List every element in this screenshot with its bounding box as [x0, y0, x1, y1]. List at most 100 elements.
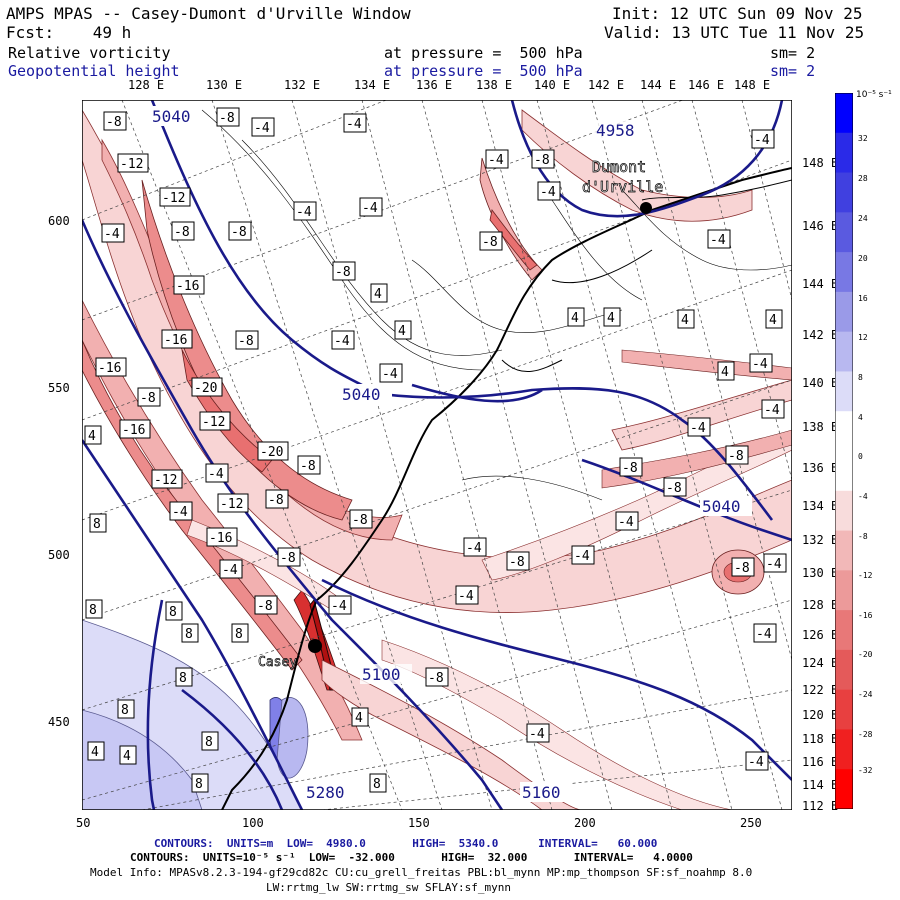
svg-text:-16: -16: [209, 531, 232, 546]
left-grid-label: 550: [48, 381, 70, 395]
colorbar-cell: [835, 490, 853, 532]
colorbar-cell: [835, 371, 853, 412]
svg-text:-4: -4: [764, 403, 780, 418]
svg-text:-16: -16: [176, 279, 199, 294]
vort-label: -8: [103, 111, 127, 131]
vort-label: -4: [328, 595, 352, 615]
svg-text:-8: -8: [257, 599, 273, 614]
svg-text:4: 4: [355, 711, 363, 726]
svg-text:-8: -8: [728, 449, 744, 464]
vort-label: 4: [119, 745, 137, 765]
right-lon-label: 142 E: [802, 328, 839, 342]
svg-text:-8: -8: [300, 459, 316, 474]
svg-text:-4: -4: [346, 117, 362, 132]
svg-text:4: 4: [571, 311, 579, 326]
colorbar-tick: 24: [858, 214, 868, 223]
svg-text:8: 8: [373, 777, 381, 792]
vort-label: -8: [506, 551, 530, 571]
vort-label: -20: [191, 377, 223, 397]
vort-label: -8: [332, 261, 356, 281]
vort-label: 4: [370, 283, 388, 303]
right-lon-label: 112 E: [802, 799, 839, 813]
vort-label: -4: [485, 149, 509, 169]
svg-text:8: 8: [93, 517, 101, 532]
vort-label: 8: [181, 623, 199, 643]
svg-text:8: 8: [185, 627, 193, 642]
svg-text:8: 8: [195, 777, 203, 792]
top-lon-label: 144 E: [640, 78, 677, 92]
vort-label: -8: [479, 231, 503, 251]
svg-text:-4: -4: [172, 505, 188, 520]
colorbar-cell: [835, 331, 853, 372]
top-lon-label: 128 E: [128, 78, 165, 92]
vort-label: -8: [265, 489, 289, 509]
vort-label: -4: [205, 463, 229, 483]
svg-text:-4: -4: [334, 334, 350, 349]
colorbar-cell: [835, 610, 853, 651]
vort-label: 8: [369, 773, 387, 793]
vorticity-contour-info: CONTOURS: UNITS=10⁻⁵ s⁻¹ LOW= -32.000 HI…: [130, 851, 693, 864]
vort-label: -8: [531, 149, 555, 169]
vort-label: -8: [725, 445, 749, 465]
colorbar-cell: [835, 451, 853, 492]
svg-text:-4: -4: [222, 563, 238, 578]
model-info: Model Info: MPASv8.2.3-194-gf29cd82c CU:…: [90, 866, 753, 879]
svg-text:8: 8: [235, 627, 243, 642]
top-lon-label: 132 E: [284, 78, 321, 92]
vort-label: -8: [619, 457, 643, 477]
dumont-durville-station-marker: [640, 202, 652, 214]
vort-label: 8: [175, 667, 193, 687]
colorbar-tick: -28: [858, 730, 873, 739]
vort-label: -8: [171, 221, 195, 241]
field1-smoothing: sm= 2: [770, 44, 816, 62]
vort-label: -4: [571, 545, 595, 565]
vort-label: 8: [191, 773, 209, 793]
svg-text:4: 4: [769, 313, 777, 328]
vort-label: 4: [567, 307, 585, 327]
vort-label: -4: [537, 181, 561, 201]
vort-label: -4: [331, 330, 355, 350]
colorbar-cell: [835, 570, 853, 611]
station-labels: Dumont d'Urville Casey: [258, 158, 664, 671]
svg-text:-4: -4: [208, 467, 224, 482]
svg-text:-4: -4: [488, 153, 504, 168]
svg-text:-4: -4: [529, 727, 545, 742]
vort-label: -16: [206, 527, 238, 547]
svg-text:-12: -12: [162, 191, 185, 206]
svg-text:-12: -12: [202, 415, 225, 430]
colorbar-cell: [835, 212, 853, 253]
svg-text:-4: -4: [756, 627, 772, 642]
vort-label: 4: [717, 361, 735, 381]
colorbar-tick: 0: [858, 452, 863, 461]
colorbar-cell: [835, 729, 853, 770]
vort-label: -4: [687, 417, 711, 437]
vort-label: -12: [151, 469, 183, 489]
vort-label: -4: [761, 399, 785, 419]
vort-label: -4: [293, 201, 317, 221]
height-labels: 5040 4958 5040 5040 5100 5160 5280: [150, 106, 752, 802]
right-lon-label: 114 E: [802, 778, 839, 792]
vort-label: -8: [137, 387, 161, 407]
right-lon-label: 140 E: [802, 376, 839, 390]
init-time: Init: 12 UTC Sun 09 Nov 25: [612, 4, 863, 23]
colorbar-tick: -32: [858, 766, 873, 775]
vort-label: 4: [677, 309, 695, 329]
vort-label: 4: [765, 309, 783, 329]
svg-text:-8: -8: [106, 115, 122, 130]
colorbar-tick: 32: [858, 134, 868, 143]
colorbar-tick: -20: [858, 650, 873, 659]
colorbar-tick: 4: [858, 413, 863, 422]
svg-text:-8: -8: [352, 513, 368, 528]
vort-label: -16: [95, 357, 127, 377]
vort-label: 4: [87, 741, 105, 761]
svg-text:-4: -4: [362, 201, 378, 216]
svg-text:-4: -4: [104, 227, 120, 242]
right-lon-label: 130 E: [802, 566, 839, 580]
svg-text:-4: -4: [296, 205, 312, 220]
svg-text:-20: -20: [194, 381, 217, 396]
colorbar-cell: [835, 93, 853, 134]
vort-label: -4: [101, 223, 125, 243]
graticule: [82, 100, 792, 810]
colorbar-tick: 8: [858, 373, 863, 382]
svg-text:-8: -8: [428, 671, 444, 686]
